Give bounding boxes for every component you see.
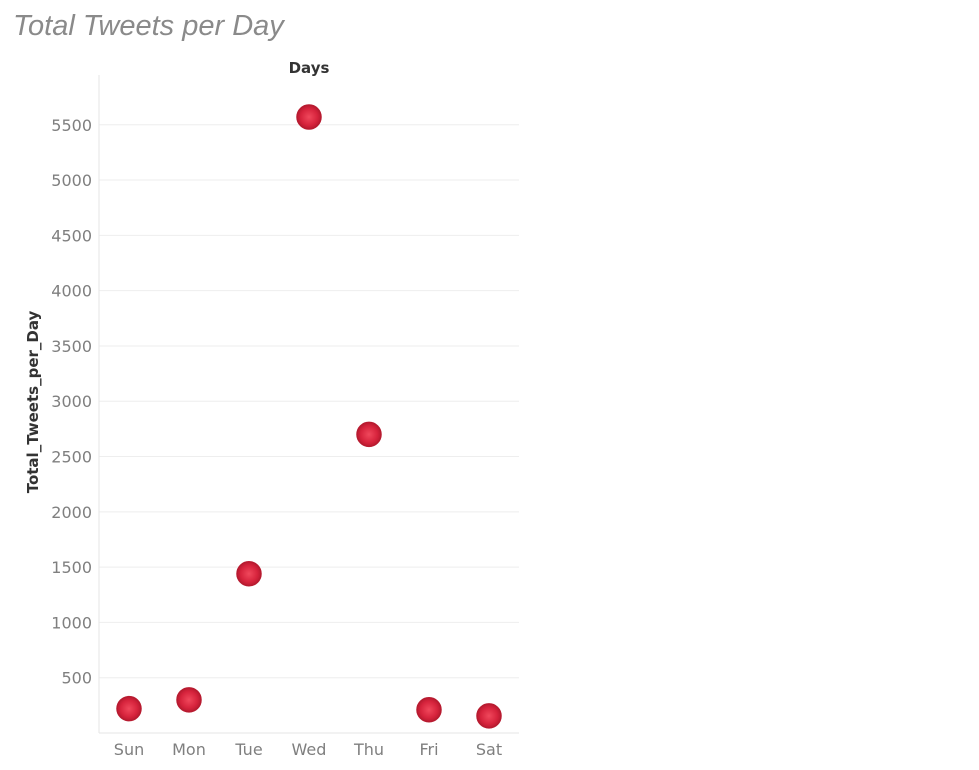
y-tick-label: 2000 (51, 503, 92, 522)
x-tick-label-sun: Sun (114, 740, 144, 759)
data-point-wed[interactable] (296, 104, 322, 130)
y-tick-label: 500 (61, 669, 92, 688)
x-axis-title: Days (289, 59, 330, 77)
gridlines (99, 124, 519, 679)
y-tick-label: 5500 (51, 116, 92, 135)
x-tick-label-wed: Wed (292, 740, 327, 759)
y-tick-label: 3500 (51, 337, 92, 356)
x-tick-label-mon: Mon (172, 740, 206, 759)
x-tick-labels: Sun Mon Tue Wed Thu Fri Sat (114, 740, 502, 759)
data-point-sat[interactable] (476, 703, 502, 729)
y-tick-label: 5000 (51, 171, 92, 190)
data-point-mon[interactable] (176, 687, 202, 713)
y-tick-label: 1000 (51, 613, 92, 632)
data-point-fri[interactable] (416, 697, 442, 723)
x-tick-label-sat: Sat (476, 740, 502, 759)
data-point-tue[interactable] (236, 561, 262, 587)
chart-title: Total Tweets per Day (13, 10, 284, 42)
x-tick-label-tue: Tue (234, 740, 262, 759)
y-tick-label: 1500 (51, 558, 92, 577)
data-point-sun[interactable] (116, 695, 142, 722)
y-axis-title: Total_Tweets_per_Day (24, 311, 42, 494)
y-tick-label: 4000 (51, 282, 92, 301)
y-tick-labels: 500 1000 1500 2000 2500 3000 3500 4000 4500 5000 5… (51, 116, 92, 688)
data-point-thu[interactable] (356, 421, 382, 448)
x-tick-label-thu: Thu (353, 740, 384, 759)
y-tick-label: 2500 (51, 448, 92, 467)
y-tick-label: 3000 (51, 392, 92, 411)
data-points (116, 104, 502, 729)
x-tick-label-fri: Fri (419, 740, 438, 759)
y-tick-label: 4500 (51, 226, 92, 245)
